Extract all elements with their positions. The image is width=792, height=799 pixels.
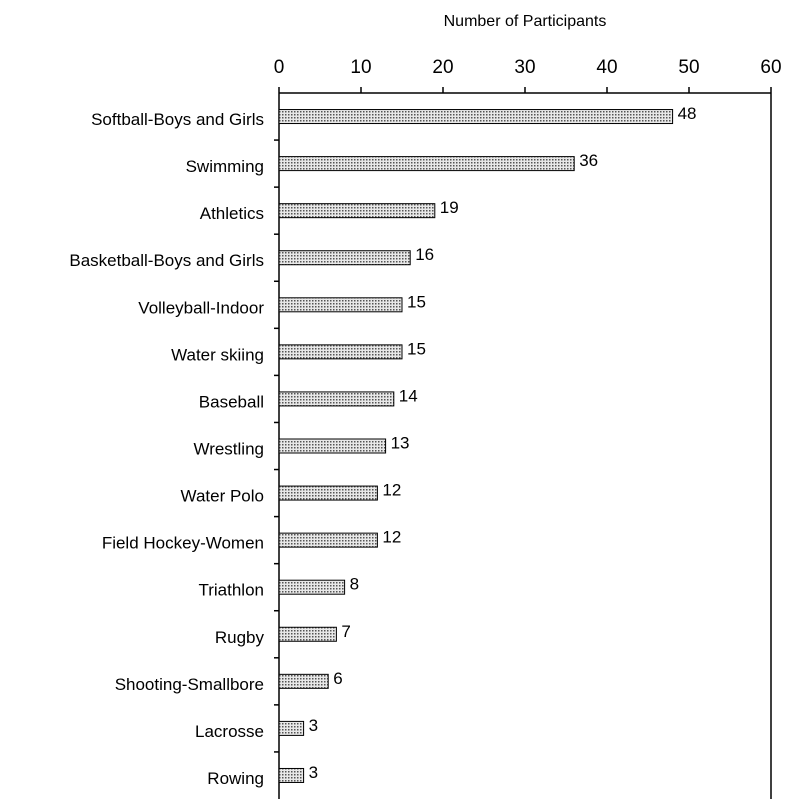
x-tick-label: 20	[432, 57, 453, 78]
bar	[278, 626, 337, 642]
value-label: 19	[440, 198, 459, 217]
x-tick-label: 10	[350, 57, 371, 78]
bar	[278, 203, 436, 219]
bar	[278, 767, 305, 783]
value-label: 6	[333, 669, 342, 688]
y-tick-label: Triathlon	[198, 581, 264, 600]
y-tick-label: Lacrosse	[195, 722, 264, 741]
value-label: 12	[382, 528, 401, 547]
y-tick-label: Athletics	[200, 204, 264, 223]
y-tick-label: Water skiing	[171, 345, 264, 364]
value-label: 7	[341, 622, 350, 641]
bar	[278, 720, 305, 736]
value-label: 36	[579, 151, 598, 170]
x-tick-label: 60	[760, 57, 781, 78]
bar	[278, 485, 378, 501]
bar	[278, 250, 411, 266]
y-tick-label: Water Polo	[181, 487, 264, 506]
value-label: 14	[399, 386, 418, 405]
value-label: 16	[415, 245, 434, 264]
y-tick-label: Baseball	[199, 392, 264, 411]
x-tick-label: 50	[678, 57, 699, 78]
y-tick-label: Wrestling	[193, 439, 264, 458]
y-tick-label: Rowing	[207, 769, 264, 788]
bar	[278, 438, 387, 454]
value-label: 8	[350, 575, 359, 594]
x-tick-label: 30	[514, 57, 535, 78]
bar	[278, 532, 378, 548]
x-tick-label: 40	[596, 57, 617, 78]
y-tick-label: Basketball-Boys and Girls	[69, 251, 264, 270]
y-tick-label: Field Hockey-Women	[102, 534, 264, 553]
y-tick-label: Softball-Boys and Girls	[91, 110, 264, 129]
value-label: 15	[407, 292, 426, 311]
bar	[278, 673, 329, 689]
bar	[278, 344, 403, 360]
y-tick-label: Swimming	[186, 157, 264, 176]
value-label: 3	[309, 763, 318, 782]
bar	[278, 109, 674, 125]
y-tick-label: Rugby	[215, 628, 265, 647]
bar	[278, 297, 403, 313]
value-label: 15	[407, 339, 426, 358]
value-label: 13	[391, 433, 410, 452]
value-label: 48	[678, 104, 697, 123]
y-tick-label: Volleyball-Indoor	[138, 298, 264, 317]
bar	[278, 156, 575, 172]
bar	[278, 391, 395, 407]
axis-title: Number of Participants	[444, 13, 607, 30]
bar	[278, 579, 346, 595]
x-tick-label: 0	[274, 57, 285, 78]
y-tick-label: Shooting-Smallbore	[115, 675, 264, 694]
value-label: 12	[382, 481, 401, 500]
value-label: 3	[309, 716, 318, 735]
